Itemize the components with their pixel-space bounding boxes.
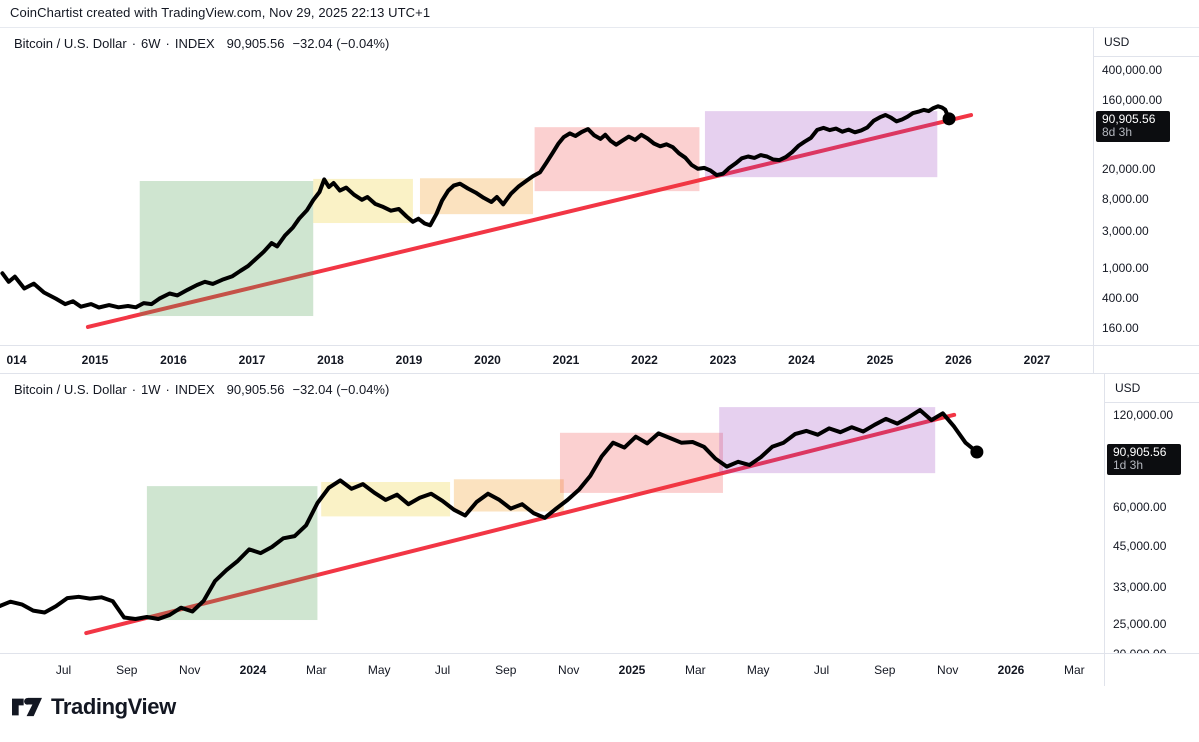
time-tick-label: 2020 xyxy=(474,353,501,367)
time-tick-label: Jul xyxy=(813,663,830,677)
time-tick-label: 2021 xyxy=(552,353,580,367)
price-tick-label: 160,000.00 xyxy=(1102,93,1163,108)
time-tick-label: 2025 xyxy=(866,353,894,367)
price-tick-label: 3,000.00 xyxy=(1102,224,1149,239)
trend-line xyxy=(84,412,957,636)
time-tick-label: Sep xyxy=(495,663,517,677)
tradingview-logo-icon[interactable] xyxy=(12,694,42,720)
badge-price: 90,905.56 xyxy=(1113,445,1167,460)
price-tick-label: 60,000.00 xyxy=(1113,500,1167,515)
time-tick-label: 2022 xyxy=(631,353,658,367)
time-tick-label: 2017 xyxy=(238,353,266,367)
axis-border xyxy=(1093,346,1094,374)
last-price-badge-6w: 90,905.56 8d 3h xyxy=(1096,110,1170,142)
time-tick-label: 2026 xyxy=(997,663,1025,677)
price-tick-label: 160.00 xyxy=(1102,321,1139,335)
pane-6w: Bitcoin / U.S. Dollar · 6W · INDEX 90,905.56−… xyxy=(0,27,1199,346)
badge-countdown: 8d 3h xyxy=(1102,124,1133,139)
chart-canvas-6w[interactable] xyxy=(0,28,1093,346)
time-tick-label: 2015 xyxy=(81,353,109,367)
price-axis-1w[interactable]: USD 90,905.56 1d 3h 120,000.00 60,000.00 4… xyxy=(1104,374,1199,661)
price-axis-6w[interactable]: USD 90,905.56 8d 3h 400,000.00 160,000.00… xyxy=(1093,28,1199,346)
brand-name[interactable]: TradingView xyxy=(51,694,176,719)
last-price-text: 90,905.56 xyxy=(226,382,285,397)
watermark-text: CoinChartist created with TradingView.co… xyxy=(10,5,431,20)
price-tick-label: 25,000.00 xyxy=(1113,617,1167,632)
time-tick-label: 2027 xyxy=(1023,353,1051,367)
time-tick-label: Sep xyxy=(874,663,896,677)
time-tick-label: Jul xyxy=(434,663,451,677)
time-tick-label: 2026 xyxy=(945,353,972,367)
price-line xyxy=(0,104,952,310)
watermark-header: CoinChartist created with TradingView.co… xyxy=(10,5,430,20)
last-price-text: 90,905.56 xyxy=(226,36,285,51)
time-tick-label: 014 xyxy=(6,353,27,367)
time-tick-label: Sep xyxy=(116,663,138,677)
time-tick-label: 2024 xyxy=(239,663,267,677)
price-tick-label: 20,000.00 xyxy=(1102,161,1156,176)
pane-1w: Bitcoin / U.S. Dollar · 1W · INDEX 90,905.56−… xyxy=(0,373,1199,661)
last-price-marker xyxy=(970,445,984,459)
time-axis-1w[interactable]: Jul Sep Nov 2024 Mar May Jul Sep Nov 2025 Mar May Ju… xyxy=(0,653,1199,686)
price-tick-label: 1,000.00 xyxy=(1102,260,1149,275)
brand-footer: TradingView xyxy=(12,694,176,720)
axis-border xyxy=(1104,654,1105,686)
last-price-badge-1w: 90,905.56 1d 3h xyxy=(1107,444,1181,476)
time-tick-label: Mar xyxy=(684,663,706,677)
time-tick-label: May xyxy=(746,663,770,677)
time-tick-label: May xyxy=(367,663,391,677)
price-tick-label: 120,000.00 xyxy=(1113,407,1174,422)
time-tick-label: Mar xyxy=(305,663,327,677)
symbol-name: Bitcoin / U.S. Dollar xyxy=(14,36,127,51)
price-tick-label: 400,000.00 xyxy=(1102,62,1163,77)
price-line xyxy=(0,408,979,621)
price-tick-label: 33,000.00 xyxy=(1113,580,1167,595)
badge-price: 90,905.56 xyxy=(1102,111,1156,126)
price-change-text: −32.04 (−0.04%) xyxy=(292,36,390,51)
time-tick-label: Mar xyxy=(1063,663,1085,677)
time-tick-label: Nov xyxy=(558,663,580,677)
last-price-marker xyxy=(942,112,956,126)
time-tick-label: 2019 xyxy=(395,353,423,367)
badge-countdown: 1d 3h xyxy=(1113,458,1144,473)
price-change-text: −32.04 (−0.04%) xyxy=(292,382,390,397)
time-tick-label: 2023 xyxy=(709,353,737,367)
trend-line xyxy=(85,113,974,329)
exchange-label: INDEX xyxy=(174,36,215,51)
price-axis-currency: USD xyxy=(1105,374,1199,403)
time-axis-6w[interactable]: 014 2015 2016 2017 2018 2019 2020 2021 2022 2023 2… xyxy=(0,345,1199,374)
chart-title-6w: Bitcoin / U.S. Dollar · 6W · INDEX 90,905.56−… xyxy=(14,36,390,51)
time-tick-label: 2025 xyxy=(618,663,646,677)
zone-pink xyxy=(534,127,700,192)
symbol-name: Bitcoin / U.S. Dollar xyxy=(14,382,127,397)
time-tick-label: Jul xyxy=(55,663,72,677)
price-tick-label: 400.00 xyxy=(1102,290,1139,305)
time-tick-label: 2018 xyxy=(317,353,344,367)
time-tick-label: 2016 xyxy=(160,353,187,367)
time-tick-label: Nov xyxy=(179,663,201,677)
chart-title-1w: Bitcoin / U.S. Dollar · 1W · INDEX 90,905.56−… xyxy=(14,382,390,397)
time-tick-label: Nov xyxy=(937,663,959,677)
price-tick-label: 8,000.00 xyxy=(1102,191,1149,206)
interval-label: 1W xyxy=(141,382,161,397)
price-tick-label: 45,000.00 xyxy=(1113,538,1167,553)
interval-label: 6W xyxy=(141,36,161,51)
chart-canvas-1w[interactable] xyxy=(0,374,1104,654)
time-tick-label: 2024 xyxy=(788,353,815,367)
price-axis-currency: USD xyxy=(1094,28,1199,57)
exchange-label: INDEX xyxy=(174,382,215,397)
zone-green xyxy=(146,486,318,621)
